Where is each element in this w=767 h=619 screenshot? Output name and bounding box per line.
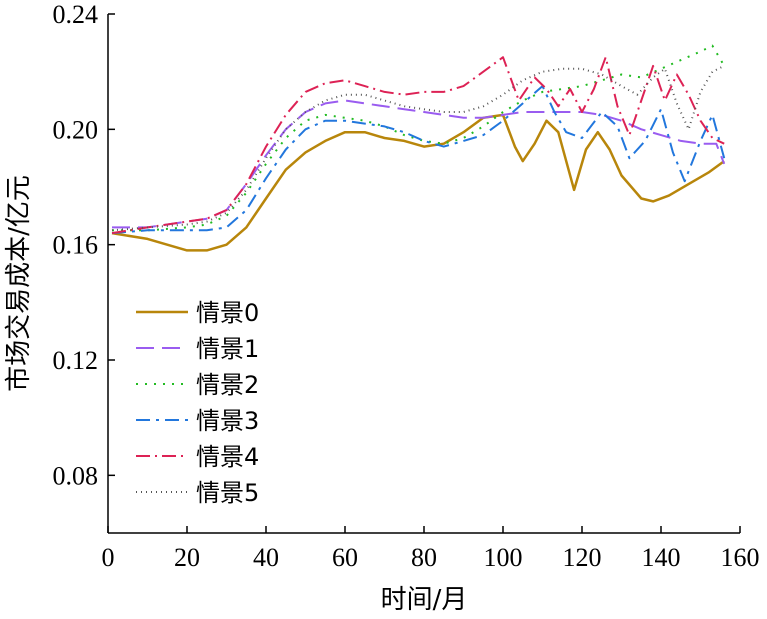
y-tick-label: 0.08 bbox=[53, 461, 99, 490]
x-tick-label: 60 bbox=[332, 543, 358, 572]
x-tick-label: 140 bbox=[642, 543, 681, 572]
legend-label-2: 情景2 bbox=[196, 371, 259, 399]
legend-label-5: 情景5 bbox=[196, 479, 259, 507]
y-tick-label: 0.12 bbox=[53, 346, 99, 375]
legend-label-4: 情景4 bbox=[196, 443, 259, 471]
series-line-3 bbox=[111, 85, 726, 235]
x-axis-ticks: 0 20 40 60 80 100 120 140 160 bbox=[102, 526, 760, 572]
series-line-1 bbox=[112, 99, 726, 229]
x-axis-label: 时间/月 bbox=[381, 585, 468, 615]
y-tick-label: 0.20 bbox=[53, 115, 99, 144]
y-axis-label: 市场交易成本/亿元 bbox=[4, 175, 34, 392]
x-tick-label: 20 bbox=[174, 543, 200, 572]
x-tick-label: 80 bbox=[411, 543, 437, 572]
y-axis-ticks: 0.08 0.12 0.16 0.20 0.24 bbox=[53, 0, 115, 490]
y-tick-label: 0.16 bbox=[53, 231, 99, 260]
series-line-5 bbox=[111, 65, 725, 232]
legend-label-3: 情景3 bbox=[196, 407, 259, 435]
legend: 情景0 情景1 情景2 情景3 情景4 情景5 bbox=[136, 299, 259, 507]
series-line-4 bbox=[111, 56, 725, 235]
x-tick-label: 100 bbox=[484, 543, 523, 572]
x-tick-label: 0 bbox=[102, 543, 115, 572]
x-tick-label: 40 bbox=[253, 543, 279, 572]
y-tick-label: 0.24 bbox=[53, 0, 99, 29]
x-tick-label: 160 bbox=[721, 543, 760, 572]
legend-label-0: 情景0 bbox=[196, 299, 259, 327]
plot-area bbox=[111, 44, 726, 252]
legend-label-1: 情景1 bbox=[196, 335, 259, 363]
x-tick-label: 120 bbox=[563, 543, 602, 572]
